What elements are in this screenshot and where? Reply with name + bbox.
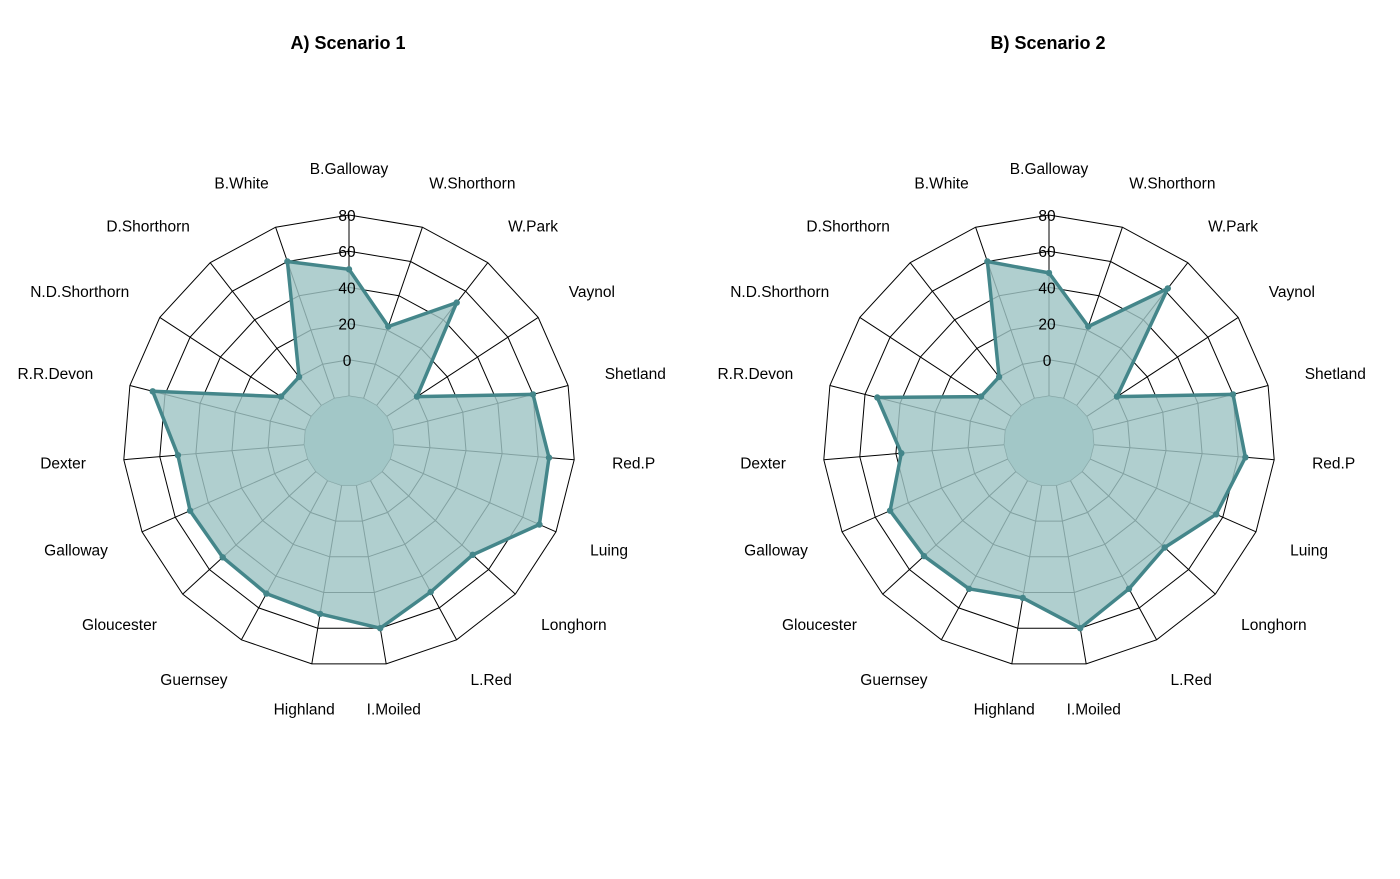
grid-ring-5	[823, 214, 1275, 665]
category-label-Luing: Luing	[1290, 542, 1328, 559]
category-label-W.Park: W.Park	[1208, 218, 1258, 235]
category-label-N.D.Shorthorn: N.D.Shorthorn	[730, 284, 829, 301]
data-point-R.R.Devon	[874, 394, 881, 401]
data-point-D.Shorthorn	[295, 373, 303, 381]
category-label-R.R.Devon: R.R.Devon	[17, 366, 93, 383]
data-point-Dexter	[174, 452, 182, 459]
category-label-W.Shorthorn: W.Shorthorn	[1129, 176, 1215, 193]
category-label-Highland: Highland	[274, 701, 335, 718]
grid-ring-4	[859, 250, 1239, 629]
category-label-Longhorn: Longhorn	[1241, 617, 1307, 634]
data-point-B.White	[284, 258, 291, 265]
data-point-Longhorn	[1161, 544, 1168, 551]
category-label-Red.P: Red.P	[612, 456, 655, 473]
tick-label: 60	[338, 244, 356, 261]
category-label-Gloucester: Gloucester	[782, 617, 857, 634]
category-label-B.White: B.White	[214, 176, 268, 193]
category-label-Shetland: Shetland	[605, 366, 666, 383]
panel-title-scenario-1: A) Scenario 1	[290, 33, 405, 53]
tick-label: 40	[1038, 280, 1056, 297]
data-point-N.D.Shorthorn	[977, 393, 985, 400]
data-point-Guernsey	[965, 585, 973, 592]
category-label-Gloucester: Gloucester	[82, 617, 157, 634]
category-label-I.Moiled: I.Moiled	[1067, 701, 1121, 718]
data-point-W.Shorthorn	[385, 323, 392, 330]
tick-label: 80	[1038, 208, 1056, 225]
category-label-Luing: Luing	[590, 542, 628, 559]
data-point-B.White	[984, 258, 991, 265]
data-point-Galloway	[886, 507, 894, 514]
category-label-Dexter: Dexter	[740, 456, 786, 473]
data-point-Vaynol	[1113, 393, 1121, 400]
radar-panel-scenario-1: 0 20 40 60 80 B.Galloway W.Shorthorn W.Park Vayn…	[17, 33, 665, 718]
category-label-Vaynol: Vaynol	[1269, 284, 1315, 301]
tick-label: 60	[1038, 244, 1056, 261]
data-point-I.Moiled	[377, 625, 384, 632]
category-label-B.White: B.White	[914, 176, 968, 193]
category-label-I.Moiled: I.Moiled	[367, 701, 421, 718]
data-point-L.Red	[427, 588, 434, 596]
category-label-Longhorn: Longhorn	[541, 617, 607, 634]
data-point-Longhorn	[469, 551, 476, 558]
category-label-N.D.Shorthorn: N.D.Shorthorn	[30, 284, 129, 301]
data-point-L.Red	[1125, 585, 1133, 592]
category-label-Vaynol: Vaynol	[569, 284, 615, 301]
category-label-R.R.Devon: R.R.Devon	[717, 366, 793, 383]
series-area	[150, 259, 551, 630]
tick-label: 0	[1043, 353, 1052, 370]
category-label-D.Shorthorn: D.Shorthorn	[106, 218, 190, 235]
data-point-W.Park	[1164, 285, 1172, 292]
tick-label: 40	[338, 280, 356, 297]
tick-label: 20	[338, 317, 356, 334]
data-point-D.Shorthorn	[995, 373, 1003, 381]
category-label-B.Galloway: B.Galloway	[310, 161, 389, 178]
tick-label: 20	[1038, 317, 1056, 334]
category-label-Guernsey: Guernsey	[860, 672, 927, 689]
tick-label: 0	[343, 353, 352, 370]
data-point-Dexter	[898, 450, 905, 457]
category-label-D.Shorthorn: D.Shorthorn	[806, 218, 890, 235]
data-point-Red.P	[545, 454, 553, 461]
category-label-Guernsey: Guernsey	[160, 672, 227, 689]
category-label-W.Park: W.Park	[508, 218, 558, 235]
category-label-Shetland: Shetland	[1305, 366, 1366, 383]
grid-ring-4	[159, 250, 539, 629]
data-point-Highland	[1019, 594, 1026, 602]
category-label-Highland: Highland	[974, 701, 1035, 718]
radar-panel-scenario-2: 0 20 40 60 80 B.Galloway W.Shorthorn W.Park Vayn…	[717, 33, 1365, 718]
data-point-Gloucester	[920, 552, 928, 560]
grid-ring-5	[123, 214, 575, 665]
category-label-Red.P: Red.P	[1312, 456, 1355, 473]
data-point-I.Moiled	[1077, 625, 1084, 632]
data-point-Red.P	[1242, 454, 1249, 461]
category-label-Dexter: Dexter	[40, 456, 86, 473]
category-label-B.Galloway: B.Galloway	[1010, 161, 1089, 178]
data-point-B.Galloway	[345, 266, 353, 273]
data-point-Shetland	[529, 391, 537, 398]
data-point-Vaynol	[413, 393, 421, 400]
category-label-W.Shorthorn: W.Shorthorn	[429, 176, 515, 193]
data-point-Luing	[536, 521, 543, 528]
data-point-Guernsey	[263, 590, 270, 597]
series-area	[875, 259, 1248, 630]
category-label-Galloway: Galloway	[744, 542, 808, 559]
data-point-W.Park	[453, 299, 460, 306]
data-point-Galloway	[186, 507, 194, 514]
data-point-Shetland	[1229, 391, 1237, 398]
tick-label: 80	[338, 208, 356, 225]
panel-title-scenario-2: B) Scenario 2	[990, 33, 1105, 53]
data-point-Gloucester	[219, 554, 226, 561]
category-label-L.Red: L.Red	[471, 672, 512, 689]
data-point-W.Shorthorn	[1085, 323, 1092, 330]
category-label-L.Red: L.Red	[1171, 672, 1212, 689]
data-point-N.D.Shorthorn	[277, 393, 285, 400]
category-label-Galloway: Galloway	[44, 542, 108, 559]
data-point-Luing	[1213, 511, 1220, 518]
data-point-B.Galloway	[1045, 269, 1053, 277]
data-point-Highland	[316, 610, 324, 618]
data-point-R.R.Devon	[149, 388, 156, 395]
